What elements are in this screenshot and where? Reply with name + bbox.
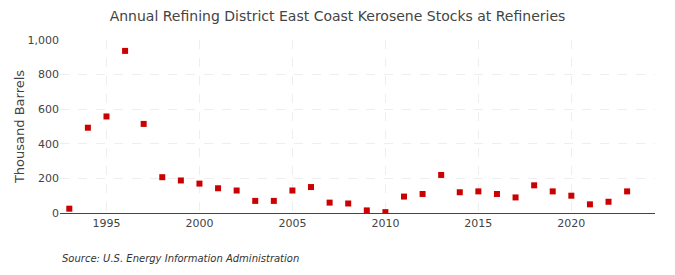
svg-text:1,000: 1,000 [28,34,60,47]
svg-text:2010: 2010 [371,217,399,230]
svg-text:0: 0 [52,207,59,220]
svg-text:2020: 2020 [557,217,585,230]
svg-text:2015: 2015 [464,217,492,230]
svg-text:400: 400 [38,138,59,151]
svg-text:Annual Refining District East: Annual Refining District East Coast Kero… [110,8,566,24]
svg-text:600: 600 [38,103,59,116]
svg-text:Thousand Barrels: Thousand Barrels [12,70,27,184]
svg-text:200: 200 [38,172,59,185]
svg-text:1995: 1995 [92,217,120,230]
svg-text:2005: 2005 [278,217,306,230]
svg-text:Source: U.S. Energy Informatio: Source: U.S. Energy Information Administ… [62,253,299,264]
svg-text:2000: 2000 [185,217,213,230]
svg-text:800: 800 [38,68,59,81]
